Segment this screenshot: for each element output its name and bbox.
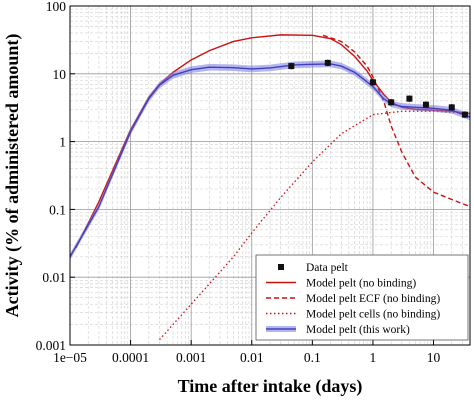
y-axis-title: Activity (% of administered amount)	[2, 34, 23, 318]
legend-label: Model pelt ECF (no binding)	[306, 293, 440, 305]
series-model-pelt-cells-no-binding	[159, 110, 471, 341]
x-tick-label: 0.001	[176, 350, 206, 365]
plot-frame	[69, 5, 471, 346]
series-model-pelt-this-work-band	[70, 60, 470, 261]
x-tick-label: 10	[427, 350, 441, 365]
y-tick-label: 0.1	[49, 202, 66, 217]
x-tick-label: 1e−05	[53, 350, 87, 365]
y-tick-labels: 0.001 0.01 0.1 1 10 100	[36, 0, 67, 353]
x-tick-label: 1	[370, 350, 377, 365]
series-model-pelt-this-work	[69, 63, 471, 258]
series-model-pelt-ecf-no-binding	[322, 34, 471, 208]
x-tick-label: 0.1	[304, 350, 321, 365]
x-tick-labels: 1e−05 0.0001 0.001 0.01 0.1 1 10	[53, 350, 440, 365]
y-tick-label: 1	[59, 135, 66, 150]
legend-label: Model pelt cells (no binding)	[306, 309, 440, 321]
legend-label: Model pelt (no binding)	[306, 278, 416, 290]
legend-marker	[278, 264, 284, 270]
y-tick-label: 100	[46, 0, 67, 14]
x-tick-label: 0.01	[240, 350, 264, 365]
axis-ticks	[69, 5, 435, 346]
x-tick-label: 0.0001	[112, 350, 149, 365]
x-axis-title: Time after intake (days)	[178, 376, 363, 397]
y-tick-label: 0.001	[36, 338, 66, 353]
y-tick-label: 0.01	[42, 270, 66, 285]
legend-label: Model pelt (this work)	[306, 324, 410, 336]
y-tick-label: 10	[53, 67, 67, 82]
legend-label: Data pelt	[306, 262, 349, 274]
series-layer	[69, 34, 471, 341]
legend: Data pelt Model pelt (no binding) Model pe…	[255, 254, 469, 341]
